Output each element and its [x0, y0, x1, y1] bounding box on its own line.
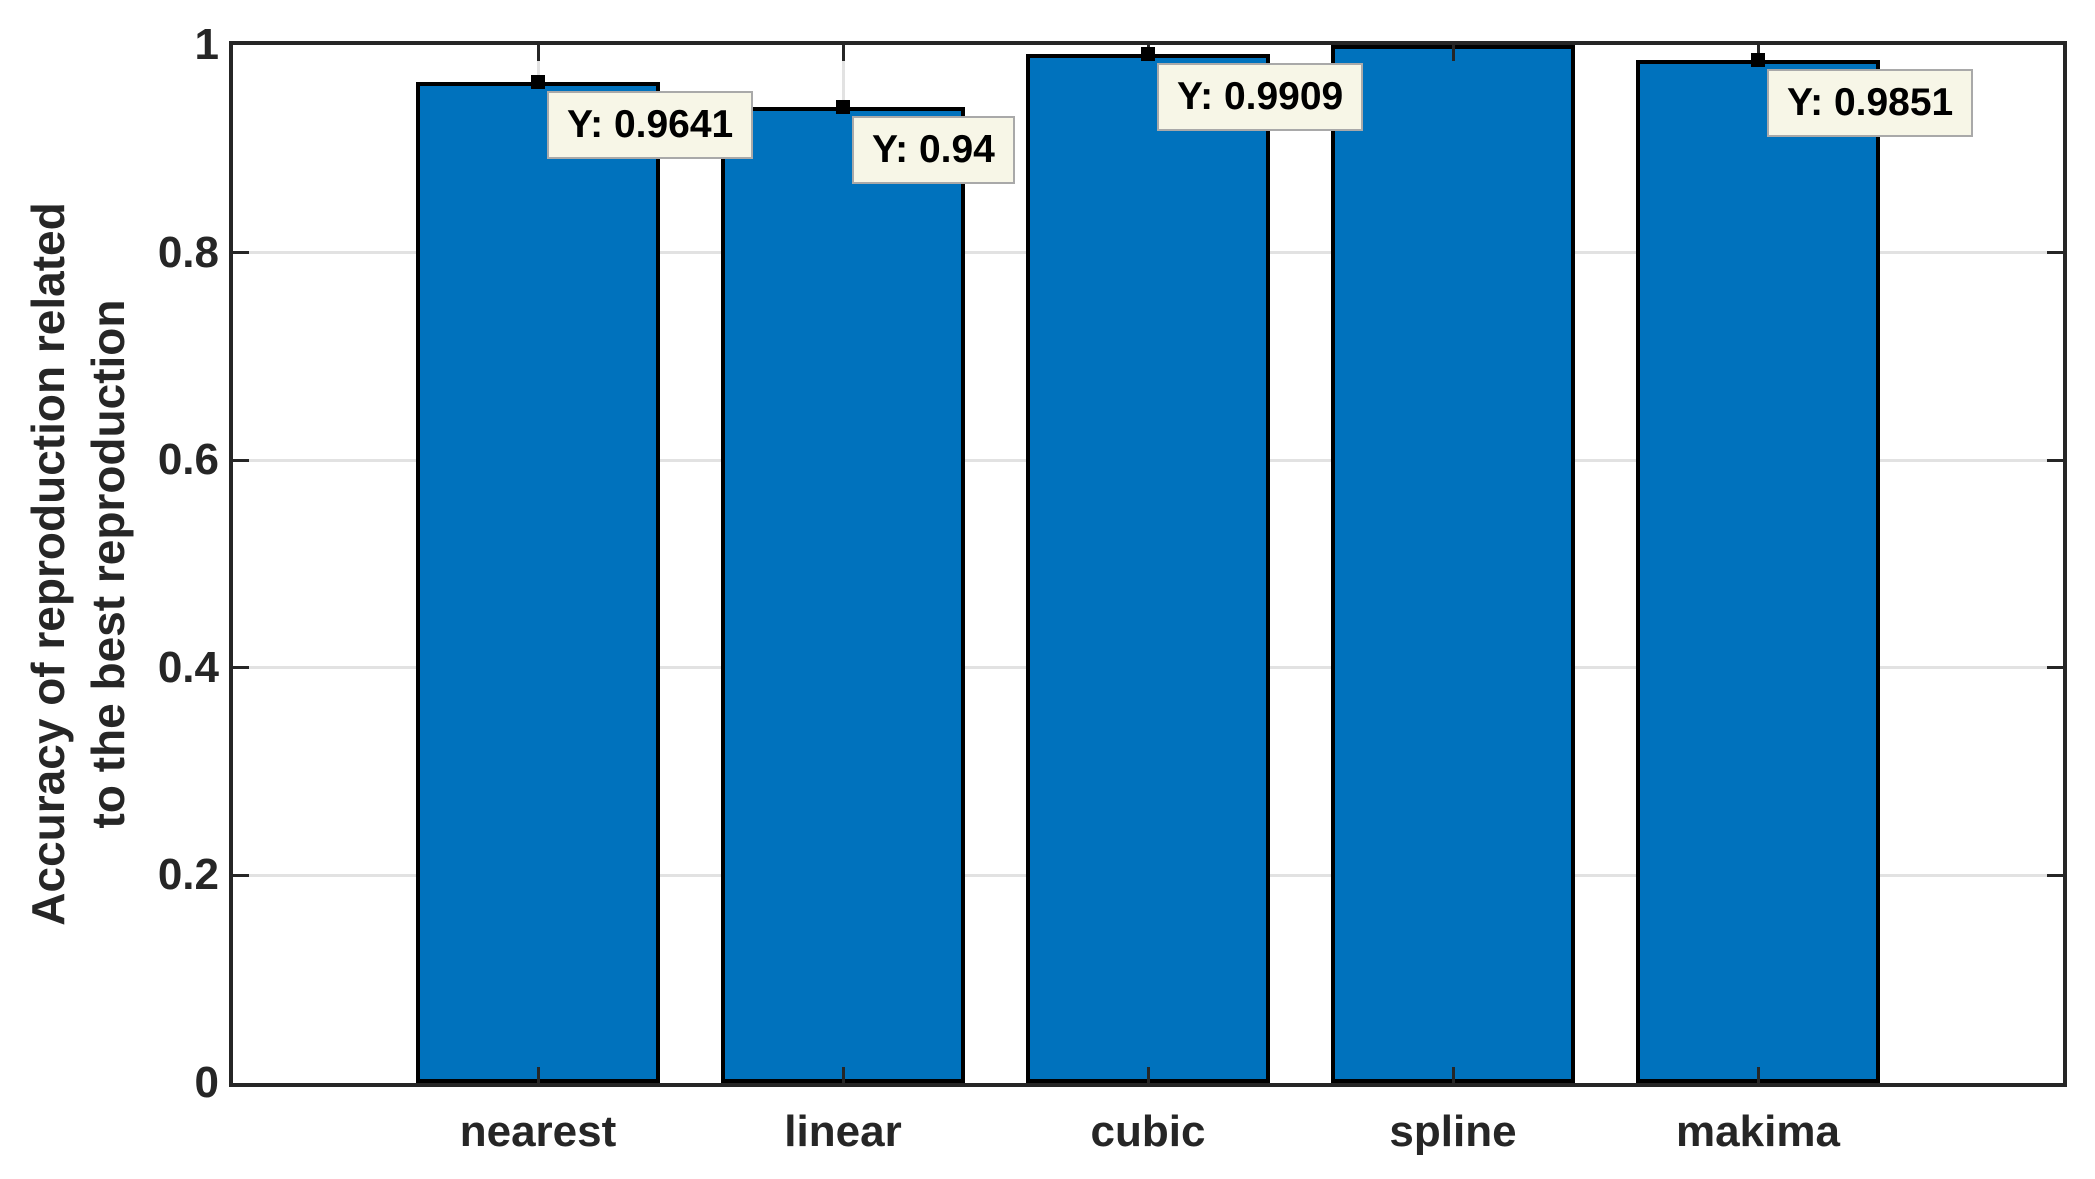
x-tick-label-makima: makima — [1676, 1107, 1840, 1156]
x-tick-top-nearest — [536, 45, 540, 61]
x-tick-top-linear — [841, 45, 845, 61]
x-tick-bottom-makima — [1756, 1067, 1760, 1083]
datatip-makima[interactable]: Y: 0.9851 — [1767, 69, 1974, 138]
bar-spline[interactable] — [1331, 45, 1575, 1083]
x-tick-bottom-nearest — [536, 1067, 540, 1083]
y-tick-left-0.8 — [233, 251, 249, 255]
y-tick-right-0.2 — [2047, 873, 2063, 877]
y-tick-right-0.6 — [2047, 458, 2063, 462]
datatip-marker-makima[interactable] — [1751, 53, 1765, 68]
bar-linear[interactable] — [721, 107, 965, 1083]
y-tick-label-0: 0 — [194, 1058, 219, 1107]
y-axis-title-line-1: Accuracy of reproduction related — [22, 202, 74, 926]
bar-nearest[interactable] — [416, 82, 660, 1083]
x-tick-label-cubic: cubic — [1090, 1107, 1206, 1156]
x-tick-label-linear: linear — [784, 1107, 902, 1156]
x-tick-bottom-cubic — [1146, 1067, 1150, 1083]
datatip-marker-nearest[interactable] — [531, 75, 545, 90]
y-tick-left-0.2 — [233, 873, 249, 877]
y-tick-label-0.8: 0.8 — [157, 227, 219, 277]
x-tick-bottom-spline — [1451, 1067, 1455, 1083]
y-axis-title: Accuracy of reproduction related to the … — [18, 202, 138, 925]
x-tick-label-spline: spline — [1389, 1107, 1517, 1156]
datatip-linear[interactable]: Y: 0.94 — [852, 116, 1015, 185]
datatip-cubic[interactable]: Y: 0.9909 — [1157, 63, 1364, 132]
datatip-marker-linear[interactable] — [836, 100, 850, 115]
y-tick-left-0.4 — [233, 666, 249, 670]
y-axis-title-line-2: to the best reproduction — [82, 299, 134, 829]
x-tick-label-nearest: nearest — [459, 1107, 617, 1156]
x-tick-top-spline — [1451, 45, 1455, 61]
plot-area: Y: 0.9641 Y: 0.94 Y: 0.9909 Y: 0.9851 — [229, 41, 2067, 1087]
y-tick-label-0.4: 0.4 — [157, 642, 219, 692]
y-tick-right-0.8 — [2047, 251, 2063, 255]
y-tick-label-0.6: 0.6 — [157, 435, 219, 485]
y-tick-right-0.4 — [2047, 666, 2063, 670]
x-tick-bottom-linear — [841, 1067, 845, 1083]
x-tick-top-makima — [1756, 45, 1760, 61]
y-tick-left-0.6 — [233, 458, 249, 462]
y-tick-label-1: 1 — [194, 20, 219, 69]
y-tick-label-0.2: 0.2 — [157, 850, 219, 900]
bar-makima[interactable] — [1636, 60, 1880, 1083]
datatip-nearest[interactable]: Y: 0.9641 — [547, 91, 754, 160]
bar-cubic[interactable] — [1026, 54, 1270, 1083]
datatip-marker-cubic[interactable] — [1141, 47, 1155, 62]
